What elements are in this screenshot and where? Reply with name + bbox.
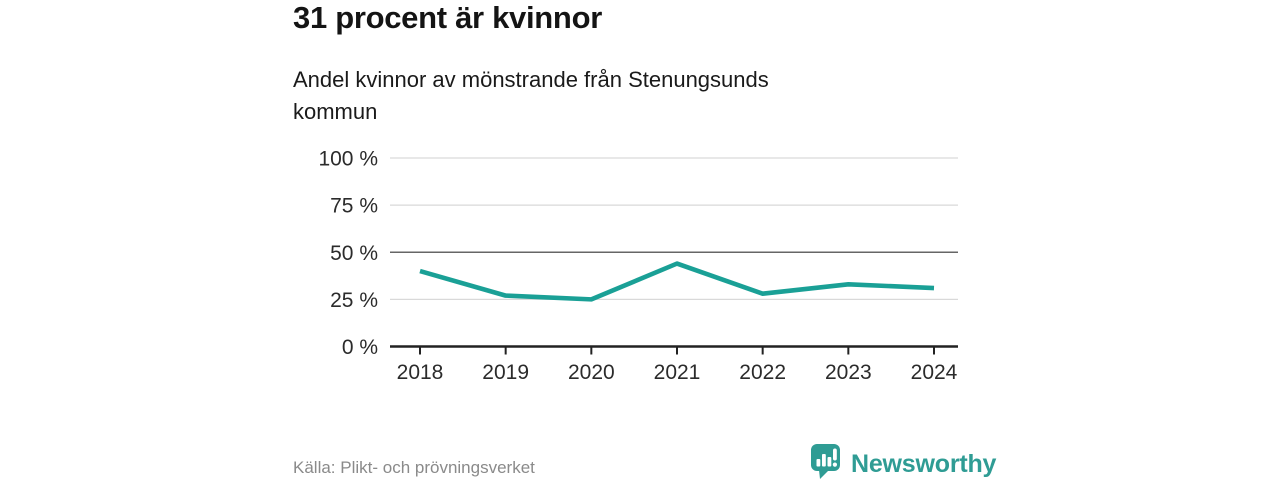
bar-chart-speech-bubble-icon bbox=[810, 443, 843, 480]
line-chart: 0 % 25 % 50 % 75 % 100 % 2018 2019 2020 2021 2022… bbox=[290, 145, 970, 390]
chart-title: 31 procent är kvinnor bbox=[293, 0, 602, 35]
y-tick-label: 75 % bbox=[330, 195, 378, 218]
source-note: Källa: Plikt- och prövningsverket bbox=[293, 458, 535, 477]
brand-name: Newsworthy bbox=[851, 449, 997, 478]
y-tick-label: 0 % bbox=[342, 336, 378, 359]
x-tick-label: 2024 bbox=[911, 361, 958, 384]
y-tick-label: 50 % bbox=[330, 242, 378, 265]
x-tick-label: 2019 bbox=[482, 361, 529, 384]
y-tick-label: 25 % bbox=[330, 289, 378, 312]
line-chart-svg: 0 % 25 % 50 % 75 % 100 % 2018 2019 2020 2021 2022… bbox=[318, 148, 958, 384]
newsworthy-brand: Newsworthy bbox=[810, 443, 996, 480]
x-tick-label: 2020 bbox=[568, 361, 615, 384]
x-tick-label: 2023 bbox=[825, 361, 872, 384]
data-line-andel-kvinnor-av-mönstrande bbox=[419, 261, 935, 302]
chart-subtitle: Andel kvinnor av mönstrande från Stenung… bbox=[293, 67, 769, 124]
x-tick-label: 2018 bbox=[397, 361, 444, 384]
x-tick-label: 2022 bbox=[739, 361, 786, 384]
x-tick-label: 2021 bbox=[654, 361, 701, 384]
y-tick-label: 100 % bbox=[318, 148, 378, 171]
